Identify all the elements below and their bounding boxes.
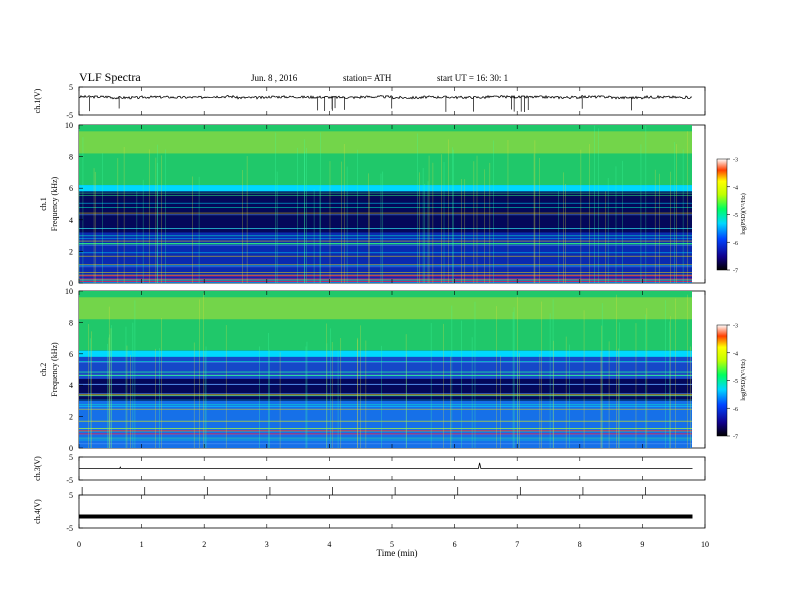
y-tick-label: 4 [69,216,73,225]
y-tick-label: 2 [69,247,73,256]
axes: ch.1(V)5-5ch.1 Frequency (kHz)0246810ch.2… [33,83,738,549]
y-tick-label: -5 [66,524,73,533]
spectrogram-ch2-low-band [79,400,692,448]
date-label: Jun. 8 , 2016 [251,73,298,83]
y-axis-label-2: ch.2 Frequency (kHz) [39,342,59,397]
spectrogram-ch2-peak-band [79,297,692,320]
y-tick-label: 10 [65,121,73,130]
y-tick-label: 4 [69,381,73,390]
y-axis-label-line: ch.4(V) [33,499,42,524]
y-tick-label: 10 [65,287,73,296]
colorbar-ch1-gradient [716,158,728,271]
colorbar-tick-label: -6 [733,407,738,413]
panel-frame-4 [78,494,706,529]
ch1-waveform [78,94,693,100]
y-tick-label: 8 [69,153,73,162]
y-axis-label-line: ch.3(V) [33,456,42,481]
x-tick-label: 8 [578,540,582,549]
chart-title: VLF Spectra [79,70,141,84]
y-axis-label-line: ch.1 [39,197,48,211]
colorbar-tick-label: -4 [733,351,738,357]
y-tick-label: 6 [69,184,73,193]
ch3-trace [79,462,693,469]
y-tick-label: 5 [69,83,73,92]
x-tick-label: 10 [701,540,709,549]
x-tick-label: 5 [390,540,394,549]
y-axis-label-3: ch.3(V) [33,456,42,481]
colorbar-tick-label: -7 [733,269,738,275]
y-tick-label: 0 [69,444,73,453]
x-tick-label: 6 [453,540,457,549]
x-tick-label: 4 [327,540,331,549]
x-tick-label: 0 [77,540,81,549]
y-tick-label: 5 [69,453,73,462]
colorbar-ch2-label: log(PSD)(V²/Hz) [740,359,747,400]
x-tick-label: 7 [515,540,519,549]
y-axis-label-line: Frequency (kHz) [50,342,59,397]
colorbar-ch1: log(PSD)(V²/Hz) [716,158,747,271]
colorbar-ch2-gradient [716,324,728,437]
x-tick-label: 1 [140,540,144,549]
x-tick-label: 2 [202,540,206,549]
chart-marks [78,94,693,519]
start-time-label: start UT = 16: 30: 1 [437,73,509,83]
station-label: station= ATH [343,73,392,83]
y-tick-label: -5 [66,476,73,485]
y-tick-label: 0 [69,279,73,288]
colorbar-tick-label: -7 [733,435,738,441]
x-axis-label: Time (min) [377,548,418,558]
x-tick-label: 3 [265,540,269,549]
colorbar-ch1-label: log(PSD)(V²/Hz) [740,193,747,234]
colorbar-tick-label: -5 [733,213,738,219]
colorbar-tick-label: -5 [733,379,738,385]
y-axis-label-1: ch.1 Frequency (kHz) [39,176,59,231]
y-axis-label-line: ch.1(V) [33,88,42,113]
spectrogram-ch2-cyan-band [79,350,692,357]
colorbar-tick-label: -4 [733,185,738,191]
y-axis-label-line: Frequency (kHz) [50,176,59,231]
y-tick-label: 6 [69,350,73,359]
colorbar-tick-label: -6 [733,241,738,247]
y-axis-label-4: ch.4(V) [33,499,42,524]
x-tick-label: 9 [640,540,644,549]
colorbar-tick-label: -3 [733,324,738,330]
y-axis-label-0: ch.1(V) [33,88,42,113]
spectrogram-ch1-cyan-band [79,185,692,192]
y-tick-label: 8 [69,318,73,327]
y-tick-label: -5 [66,111,73,120]
colorbar-tick-label: -3 [733,158,738,164]
y-axis-label-line: ch.2 [39,363,48,377]
colorbar-ch2: log(PSD)(V²/Hz) [716,324,747,437]
spectrogram-ch1-peak-band [79,131,692,154]
y-tick-label: 2 [69,413,73,422]
y-tick-label: 5 [69,491,73,500]
